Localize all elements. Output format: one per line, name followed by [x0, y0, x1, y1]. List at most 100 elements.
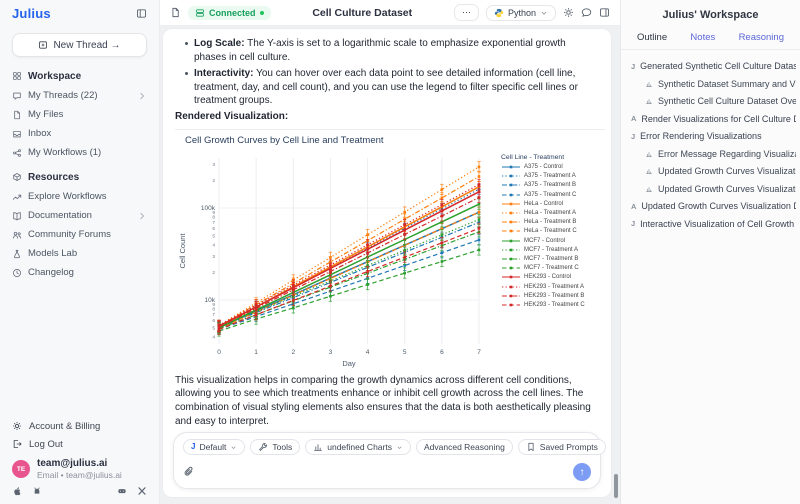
apple-icon[interactable] [12, 486, 22, 496]
svg-text:2: 2 [212, 178, 215, 184]
sidebar-item-my-threads-22[interactable]: My Threads (22) [12, 86, 147, 105]
chart-icon [645, 167, 653, 175]
legend-line-sample [502, 276, 520, 279]
outline-item-synthetic-cell-culture-dataset-overview[interactable]: Synthetic Cell Culture Dataset Overview [631, 96, 796, 106]
svg-text:3: 3 [212, 253, 215, 259]
svg-text:4: 4 [366, 349, 370, 356]
legend-item-hek293-treatment-c[interactable]: HEK293 - Treatment C [501, 300, 601, 309]
legend-item-hela-treatment-c[interactable]: HeLa - Treatment C [501, 227, 601, 236]
legend-item-a375-treatment-a[interactable]: A375 - Treatment A [501, 172, 601, 181]
tab-notes[interactable]: Notes [690, 32, 716, 43]
language-label: Python [507, 7, 536, 18]
tab-outline[interactable]: Outline [637, 32, 668, 43]
legend-item-hek293-control[interactable]: HEK293 - Control [501, 273, 601, 282]
thread-title: Cell Culture Dataset [312, 6, 413, 19]
paperclip-icon [183, 466, 195, 478]
svg-text:3: 3 [329, 349, 333, 356]
comments-button[interactable] [581, 7, 592, 18]
legend-item-a375-treatment-c[interactable]: A375 - Treatment C [501, 190, 601, 199]
chip-tools[interactable]: Tools [250, 439, 301, 455]
panel-toggle-button[interactable] [599, 7, 610, 18]
legend-line-sample [502, 248, 520, 252]
sidebar-item-explore-workflows[interactable]: Explore Workflows [12, 187, 147, 206]
svg-text:6: 6 [212, 226, 215, 232]
legend-item-mcf7-treatment-b[interactable]: MCF7 - Treatment B [501, 254, 601, 263]
sidebar-item-changelog[interactable]: Changelog [12, 263, 147, 282]
chart-icon [645, 150, 653, 158]
assistant-message: Log Scale: The Y-axis is set to a logari… [163, 29, 611, 428]
file-icon [12, 110, 22, 120]
legend-line-sample [502, 174, 520, 178]
svg-text:5: 5 [212, 233, 215, 239]
legend-line-sample [502, 184, 520, 187]
x-logo-icon[interactable] [137, 486, 147, 496]
outline-item-error-message-regarding-visualization[interactable]: Error Message Regarding Visualization ..… [631, 149, 796, 159]
chart-icon [645, 97, 653, 105]
user-account-row[interactable]: TE team@julius.ai Email • team@julius.ai [12, 458, 147, 480]
legend-line-sample [502, 285, 520, 288]
chart-legend: Cell Line - Treatment A375 - Control A375… [501, 154, 601, 310]
more-options-button[interactable]: ⋯ [453, 4, 479, 21]
discord-icon[interactable] [117, 486, 127, 496]
legend-item-hek293-treatment-a[interactable]: HEK293 - Treatment A [501, 282, 601, 291]
outline-item-interactive-visualization-of-cell-growth[interactable]: J Interactive Visualization of Cell Growt… [631, 218, 796, 229]
outline-item-synthetic-dataset-summary-and-visuali[interactable]: Synthetic Dataset Summary and Visuali... [631, 79, 796, 89]
sidebar-item-inbox[interactable]: Inbox [12, 124, 147, 143]
sidebar-item-models-lab[interactable]: Models Lab [12, 244, 147, 263]
sidebar-item-community-forums[interactable]: Community Forums [12, 225, 147, 244]
workspace-panel: Julius' Workspace Outline Notes Reasoning … [620, 0, 800, 504]
growth-chart[interactable]: 0 1 2 3 4 5 6 7 10k 100k 4 5 6 7 8 9 2 3 4 5 6 7 8 9 2 3 Day Cell C… [175, 146, 501, 372]
chip-undefined-charts[interactable]: undefined Charts [305, 439, 411, 455]
chip-advanced-reasoning[interactable]: Advanced Reasoning [415, 439, 513, 455]
legend-item-a375-control[interactable]: A375 - Control [501, 163, 601, 172]
files-button[interactable] [170, 7, 181, 18]
svg-text:6: 6 [212, 318, 215, 324]
message-bullet: Interactivity: You can hover over each d… [185, 67, 597, 108]
logout-item[interactable]: Log Out [12, 435, 147, 453]
section-header-resources: Resources [12, 167, 147, 187]
legend-item-hek293-treatment-b[interactable]: HEK293 - Treatment B [501, 291, 601, 300]
legend-item-mcf7-treatment-c[interactable]: MCF7 - Treatment C [501, 264, 601, 273]
settings-button[interactable] [563, 7, 574, 18]
android-icon[interactable] [32, 486, 42, 496]
new-thread-icon [38, 40, 48, 50]
sidebar-item-documentation[interactable]: Documentation [12, 206, 147, 225]
outline-item-error-rendering-visualizations[interactable]: J Error Rendering Visualizations [631, 131, 762, 141]
connected-status-chip[interactable]: Connected [188, 5, 271, 20]
sidebar-item-my-workflows-1[interactable]: My Workflows (1) [12, 143, 147, 162]
svg-text:10k: 10k [205, 297, 216, 304]
scrollbar-thumb[interactable] [614, 474, 618, 498]
sidebar-item-my-files[interactable]: My Files [12, 105, 147, 124]
sidebar-collapse-button[interactable] [136, 8, 147, 19]
outline-item-updated-growth-curves-visualization-r[interactable]: Updated Growth Curves Visualization R... [631, 166, 796, 176]
legend-item-mcf7-treatment-a[interactable]: MCF7 - Treatment A [501, 245, 601, 254]
attach-button[interactable] [183, 466, 195, 478]
send-button[interactable]: ↑ [573, 463, 591, 481]
chip-saved-prompts[interactable]: Saved Prompts [517, 439, 606, 455]
legend-item-hela-treatment-b[interactable]: HeLa - Treatment B [501, 218, 601, 227]
legend-line-sample [502, 202, 520, 206]
legend-item-hela-control[interactable]: HeLa - Control [501, 199, 601, 208]
new-thread-button[interactable]: New Thread → [12, 33, 147, 57]
composer: J Default Tools undefined Charts Advanced Re… [173, 432, 606, 489]
legend-item-hela-treatment-a[interactable]: HeLa - Treatment A [501, 208, 601, 217]
thread-topbar: Connected Cell Culture Dataset ⋯ Python [160, 0, 620, 26]
outline-item-generated-synthetic-cell-culture-dataset[interactable]: J Generated Synthetic Cell Culture Datase… [631, 61, 796, 71]
chat-card: Log Scale: The Y-axis is set to a logari… [162, 28, 612, 498]
wrench-icon [258, 442, 268, 452]
sidebar-section-resources: Resources Explore Workflows Documentation C… [0, 162, 159, 282]
outline-item-render-visualizations-for-cell-culture-d[interactable]: A Render Visualizations for Cell Culture … [631, 113, 796, 124]
legend-line-sample [502, 165, 520, 169]
outline-item-updated-growth-curves-visualization-di[interactable]: Updated Growth Curves Visualization Di..… [631, 184, 796, 194]
legend-line-sample [502, 230, 520, 233]
account-billing-item[interactable]: Account & Billing [12, 417, 147, 435]
chip-default[interactable]: J Default [183, 439, 246, 455]
language-selector[interactable]: Python [485, 4, 556, 21]
files-icon [170, 7, 181, 18]
legend-item-mcf7-control[interactable]: MCF7 - Control [501, 236, 601, 245]
legend-item-a375-treatment-b[interactable]: A375 - Treatment B [501, 181, 601, 190]
tab-reasoning[interactable]: Reasoning [738, 32, 784, 43]
logout-icon [12, 439, 22, 449]
legend-line-sample [502, 239, 520, 242]
